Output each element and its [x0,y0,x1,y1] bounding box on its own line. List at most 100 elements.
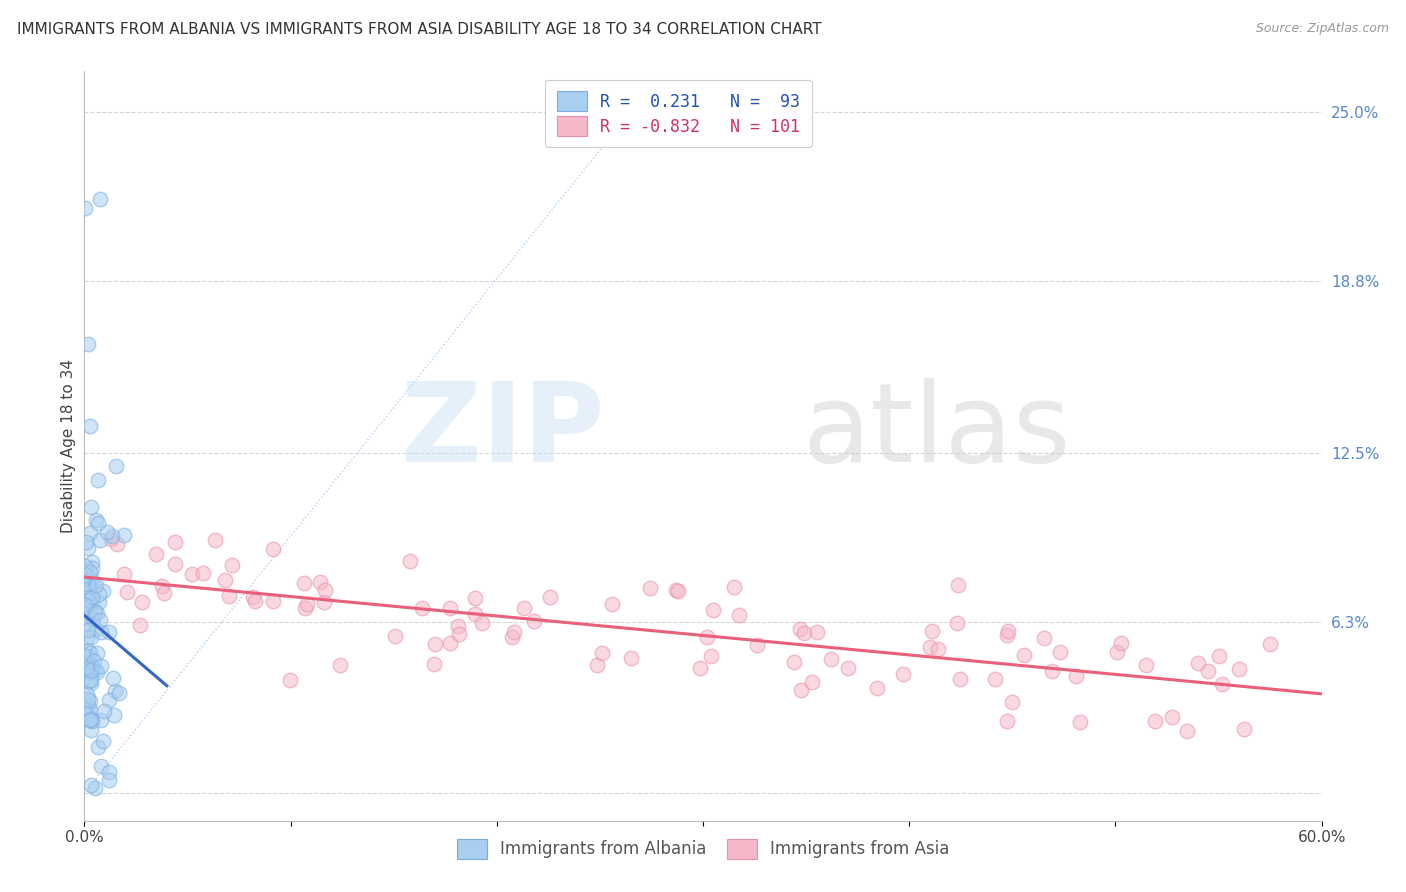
Point [87,739,110,754]
Point [76,630,98,644]
Point [79,694,101,708]
Point [80,663,103,677]
Point [76,687,98,701]
Point [90,625,112,640]
Point [90,759,112,773]
Point [243,594,266,608]
Point [112,566,135,581]
Point [295,598,318,612]
Point [145,547,167,561]
Point [866,681,889,695]
Point [927,641,949,656]
Point [1211,677,1233,691]
Point [165,535,187,549]
Point [191,566,214,580]
Point [447,626,470,640]
Point [638,581,661,595]
Point [995,714,1018,728]
Point [689,661,711,675]
Point [262,593,284,607]
Point [80,561,103,575]
Point [80,712,103,726]
Text: ZIP: ZIP [401,377,605,484]
Point [464,591,486,606]
Point [79,577,101,591]
Point [1049,645,1071,659]
Point [80,591,103,605]
Point [921,624,943,638]
Point [98,764,121,779]
Point [77,623,100,637]
Point [329,657,352,672]
Point [105,537,128,551]
Point [80,673,103,687]
Point [112,527,135,541]
Point [77,673,100,688]
Point [90,658,112,673]
Point [920,640,942,654]
Point [399,554,422,568]
Point [87,595,110,609]
Point [90,714,112,728]
Point [103,707,125,722]
Point [77,644,100,658]
Point [242,591,264,605]
Point [425,637,447,651]
Point [800,674,823,689]
Point [75,568,97,582]
Point [312,595,335,609]
Y-axis label: Disability Age 18 to 34: Disability Age 18 to 34 [60,359,76,533]
Point [204,533,226,547]
Point [84,513,107,527]
Point [820,652,842,666]
Point [89,533,111,547]
Point [73,610,96,624]
Point [837,661,859,675]
Point [783,655,806,669]
Point [447,619,470,633]
Point [77,649,100,664]
Point [79,526,101,541]
Point [93,734,115,748]
Point [464,607,486,621]
Point [586,658,609,673]
Point [77,593,100,607]
Point [89,613,111,627]
Point [439,636,461,650]
Point [946,578,969,592]
Point [73,599,96,613]
Point [75,661,97,675]
Point [77,699,100,714]
Point [181,566,204,581]
Point [696,631,718,645]
Point [501,630,523,644]
Point [79,713,101,727]
Point [1069,714,1091,729]
Point [103,671,125,685]
Point [76,541,98,555]
Point [77,576,100,591]
Point [439,600,461,615]
Point [214,573,236,587]
Point [75,648,97,663]
Point [1258,636,1281,650]
Point [131,595,153,609]
Point [76,657,98,672]
Point [1187,656,1209,670]
Point [100,532,122,546]
Point [79,566,101,580]
Point [218,590,240,604]
Point [83,654,105,668]
Point [411,601,433,615]
Point [806,624,828,639]
Point [83,605,105,619]
Point [98,772,121,787]
Point [93,704,115,718]
Point [79,646,101,660]
Point [75,616,97,631]
Point [79,418,101,433]
Point [79,675,101,690]
Point [80,714,103,728]
Point [96,524,118,539]
Point [89,587,111,601]
